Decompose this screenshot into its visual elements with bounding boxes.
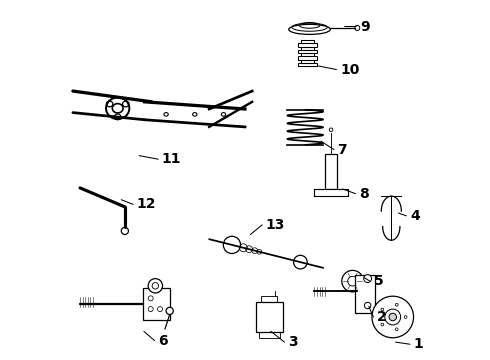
Text: 10: 10 <box>340 63 359 77</box>
Text: 6: 6 <box>158 334 168 348</box>
Ellipse shape <box>404 316 407 318</box>
Bar <box>298 43 317 46</box>
Ellipse shape <box>157 307 163 312</box>
Ellipse shape <box>395 303 398 306</box>
Text: 4: 4 <box>410 209 420 223</box>
Bar <box>261 296 277 302</box>
Text: 1: 1 <box>414 337 423 351</box>
Text: 13: 13 <box>266 218 285 232</box>
Text: 2: 2 <box>377 310 387 324</box>
Text: 11: 11 <box>162 152 181 166</box>
Ellipse shape <box>364 275 371 283</box>
Ellipse shape <box>148 296 153 301</box>
Ellipse shape <box>294 255 307 269</box>
Bar <box>298 50 317 53</box>
Ellipse shape <box>381 308 384 311</box>
Text: 12: 12 <box>137 197 156 211</box>
Text: 5: 5 <box>373 274 383 288</box>
Polygon shape <box>314 189 348 196</box>
Text: 3: 3 <box>288 335 297 349</box>
Bar <box>259 332 280 338</box>
Ellipse shape <box>372 296 414 338</box>
Ellipse shape <box>342 270 364 292</box>
Ellipse shape <box>148 279 163 293</box>
Ellipse shape <box>148 307 153 312</box>
Ellipse shape <box>389 313 396 321</box>
Text: 7: 7 <box>338 143 347 157</box>
Ellipse shape <box>122 227 128 234</box>
Ellipse shape <box>106 98 129 119</box>
Bar <box>301 53 314 56</box>
Bar <box>301 59 314 63</box>
Bar <box>325 154 337 189</box>
Ellipse shape <box>365 302 371 309</box>
Bar <box>355 275 375 313</box>
Bar <box>298 63 317 66</box>
Bar <box>301 46 314 50</box>
Bar <box>298 56 317 59</box>
Text: 8: 8 <box>359 186 369 201</box>
Ellipse shape <box>395 328 398 330</box>
Ellipse shape <box>166 307 173 315</box>
Bar <box>143 288 170 320</box>
Bar <box>256 302 283 332</box>
Bar <box>301 40 314 43</box>
Ellipse shape <box>223 236 241 253</box>
Text: 9: 9 <box>360 19 369 33</box>
Ellipse shape <box>381 323 384 326</box>
